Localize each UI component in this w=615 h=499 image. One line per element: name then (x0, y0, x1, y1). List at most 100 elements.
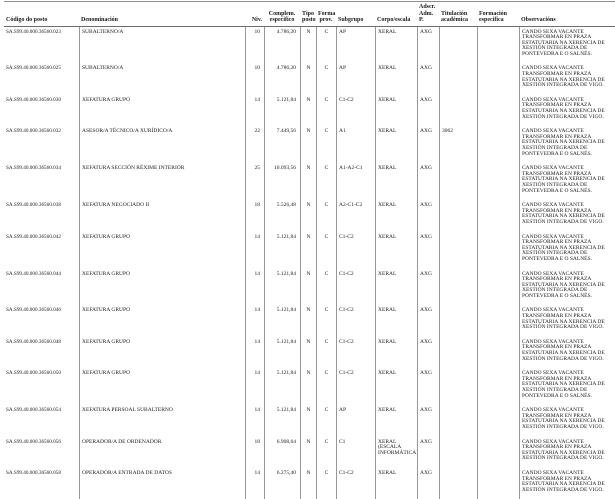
cell-titulacion (439, 468, 477, 499)
cell-tipo: N (300, 63, 316, 94)
col-header-niv-label: Niv. (247, 17, 262, 24)
cell-adscr: AXG (417, 405, 439, 436)
cell-denominacion: XEFATURA GRUPO (79, 368, 245, 405)
table-header-row: Código do posto Denominación Niv. Comple… (4, 1, 615, 27)
cell-forma: C (316, 468, 336, 499)
cell-titulacion (439, 232, 477, 269)
col-header-formacion-label: específica (479, 17, 517, 24)
cell-observacions: CANDO SEXA VACANTE TRANSFORMAR EN PRAZA … (519, 368, 615, 405)
cell-tipo: N (300, 437, 316, 468)
cell-niv: 14 (245, 337, 264, 368)
cell-tipo: N (300, 27, 316, 64)
cell-forma: C (316, 27, 336, 64)
cell-titulacion (439, 27, 477, 64)
cell-denominacion: ASESOR/A TÉCNICO/A XURÍDICO/A (79, 126, 245, 163)
cell-adscr: AXG (417, 368, 439, 405)
cell-adscr: AXG (417, 437, 439, 468)
col-header-complem: Complem.específico (264, 11, 300, 25)
cell-denominacion: XEFATURA GRUPO (79, 337, 245, 368)
cell-formacion (477, 63, 519, 94)
cell-codigo: SA.S99.40.000.36560.030 (4, 95, 79, 126)
cell-formacion (477, 368, 519, 405)
cell-corpo: XERAL (375, 95, 417, 126)
cell-codigo: SA.S99.40.000.36560.056 (4, 437, 79, 468)
cell-denominacion: XEFATURA NEGOCIADO II (79, 200, 245, 231)
col-header-codigo-label: Código do posto (6, 17, 77, 24)
cell-complem: 7.449,56 (264, 126, 300, 163)
cell-niv: 22 (245, 126, 264, 163)
cell-observacions: CANDO SEXA VACANTE TRANSFORMAR EN PRAZA … (519, 269, 615, 306)
cell-denominacion: XEFATURA GRUPO (79, 232, 245, 269)
col-header-observacions: Observacións (519, 17, 615, 25)
cell-subgrupo: C1-C2 (336, 337, 375, 368)
cell-complem: 5.121,84 (264, 405, 300, 436)
cell-complem: 10.093,56 (264, 163, 300, 200)
cell-codigo: SA.S99.40.000.36560.038 (4, 200, 79, 231)
cell-tipo: N (300, 95, 316, 126)
cell-niv: 18 (245, 200, 264, 231)
cell-niv: 10 (245, 63, 264, 94)
col-header-tipo-label: posto (302, 17, 314, 24)
cell-denominacion: OPERADOR/A ENTRADA DE DATOS (79, 468, 245, 499)
cell-corpo: XERAL (375, 269, 417, 306)
cell-denominacion: OPERADOR/A DE ORDENADOR (79, 437, 245, 468)
cell-codigo: SA.S99.40.000.36560.046 (4, 305, 79, 336)
col-header-complem-label: específico (266, 17, 298, 24)
cell-observacions: CANDO SEXA VACANTE TRANSFORMAR EN PRAZA … (519, 468, 615, 499)
cell-forma: C (316, 163, 336, 200)
cell-adscr: AXG (417, 200, 439, 231)
cell-forma: C (316, 200, 336, 231)
cell-tipo: N (300, 305, 316, 336)
cell-corpo: XERAL (375, 200, 417, 231)
cell-forma: C (316, 405, 336, 436)
cell-observacions: CANDO SEXA VACANTE TRANSFORMAR EN PRAZA … (519, 305, 615, 336)
cell-complem: 5.526,48 (264, 200, 300, 231)
col-header-titulacion-label: académica (441, 17, 475, 24)
col-header-forma-label: prov. (318, 17, 334, 24)
cell-titulacion (439, 95, 477, 126)
cell-titulacion (439, 437, 477, 468)
rpt-document-page: Código do posto Denominación Niv. Comple… (4, 1, 615, 499)
cell-formacion (477, 200, 519, 231)
cell-subgrupo: AP (336, 27, 375, 64)
cell-niv: 25 (245, 163, 264, 200)
cell-observacions: CANDO SEXA VACANTE TRANSFORMAR EN PRAZA … (519, 232, 615, 269)
cell-corpo: XERAL (375, 126, 417, 163)
col-header-adscr-label: Adm. P. (419, 11, 437, 24)
cell-codigo: SA.S99.40.000.36560.023 (4, 27, 79, 64)
cell-adscr: AXG (417, 468, 439, 499)
cell-codigo: SA.S99.40.000.36560.048 (4, 337, 79, 368)
cell-forma: C (316, 63, 336, 94)
cell-forma: C (316, 337, 336, 368)
cell-formacion (477, 163, 519, 200)
cell-complem: 5.121,84 (264, 232, 300, 269)
col-header-denominacion: Denominación (79, 17, 245, 25)
cell-niv: 14 (245, 232, 264, 269)
cell-niv: 14 (245, 269, 264, 306)
cell-complem: 5.121,84 (264, 95, 300, 126)
cell-codigo: SA.S99.40.000.36560.054 (4, 405, 79, 436)
cell-codigo: SA.S99.40.000.36560.042 (4, 232, 79, 269)
cell-niv: 14 (245, 305, 264, 336)
cell-observacions: CANDO SEXA VACANTE TRANSFORMAR EN PRAZA … (519, 95, 615, 126)
cell-titulacion (439, 368, 477, 405)
cell-forma: C (316, 126, 336, 163)
cell-corpo: XERAL (375, 405, 417, 436)
cell-complem: 5.121,84 (264, 337, 300, 368)
cell-subgrupo: C1-C2 (336, 305, 375, 336)
cell-adscr: AXG (417, 63, 439, 94)
cell-forma: C (316, 269, 336, 306)
col-header-corpo: Corpo/escala (375, 17, 417, 25)
cell-niv: 10 (245, 27, 264, 64)
cell-adscr: AXG (417, 163, 439, 200)
cell-titulacion (439, 405, 477, 436)
cell-observacions: CANDO SEXA VACANTE TRANSFORMAR EN PRAZA … (519, 163, 615, 200)
cell-formacion (477, 126, 519, 163)
cell-observacions: CANDO SEXA VACANTE TRANSFORMAR EN PRAZA … (519, 63, 615, 94)
cell-subgrupo: C1 (336, 437, 375, 468)
cell-adscr: AXG (417, 95, 439, 126)
cell-formacion (477, 337, 519, 368)
